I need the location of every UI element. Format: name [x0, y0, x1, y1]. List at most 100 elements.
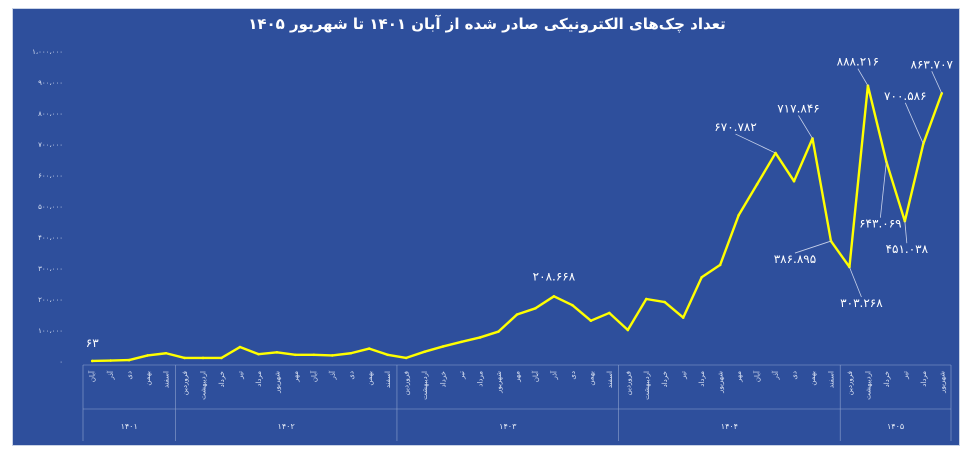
data-label: ۶۷۰.۷۸۲ — [714, 120, 757, 134]
data-label-leader — [931, 71, 943, 94]
data-point — [220, 356, 223, 360]
chart-title: تعداد چک‌های الکترونیکی صادر شده از آبان… — [248, 15, 726, 33]
x-tick-label: دی — [126, 371, 134, 380]
data-point — [164, 351, 168, 355]
data-label-leader — [735, 133, 776, 154]
data-point — [589, 319, 593, 323]
x-tick-label: دی — [569, 371, 577, 380]
data-label-leader — [857, 68, 869, 86]
data-label: ۷۰۰.۵۸۶ — [884, 89, 927, 103]
data-point — [792, 179, 796, 183]
data-point — [497, 330, 500, 333]
data-label: ۴۵۱.۰۳۸ — [886, 242, 929, 256]
y-tick-label: ۱۰۰،۰۰۰ — [38, 327, 63, 335]
data-point — [626, 328, 630, 332]
data-point — [183, 356, 186, 360]
x-tick-label: آذر — [328, 370, 337, 380]
data-point — [681, 316, 685, 319]
x-tick-label: فروردین — [403, 371, 411, 395]
x-tick-label: بهمن — [144, 371, 152, 386]
data-point — [90, 359, 94, 363]
x-tick-label: تیر — [680, 371, 688, 380]
data-point — [386, 353, 390, 357]
data-point — [331, 354, 334, 357]
x-tick-label: فروردین — [624, 371, 632, 395]
y-tick-label: ۳۰۰،۰۰۰ — [38, 265, 63, 273]
data-point — [534, 307, 537, 310]
x-tick-label: اردیبهشت — [200, 371, 208, 400]
x-tick-label: شهریور — [273, 371, 281, 394]
data-point — [404, 356, 408, 360]
x-tick-label: اردیبهشت — [421, 371, 429, 400]
x-tick-label: اسفند — [163, 371, 171, 388]
x-tick-label: آذر — [549, 370, 558, 380]
data-label-leader — [849, 266, 862, 298]
data-point — [700, 276, 703, 279]
data-point — [201, 356, 205, 360]
line-chart: ۰ ۱۰۰،۰۰۰ ۲۰۰،۰۰۰ ۳۰۰،۰۰۰ ۴۰۰،۰۰۰ ۵۰۰،۰۰۰ ۶۰۰،… — [32, 48, 954, 441]
x-tick-label: خرداد — [661, 371, 669, 387]
x-tick-label: اسفند — [384, 371, 392, 388]
data-point — [515, 313, 519, 316]
data-label: ۶۴۳.۰۶۹ — [859, 217, 902, 231]
data-label-leader — [904, 221, 908, 244]
x-tick-label: مهر — [514, 371, 522, 383]
x-tick-label: مهر — [292, 371, 300, 383]
data-label: ۶۳ — [86, 336, 99, 350]
x-tick-label: تیر — [458, 371, 466, 380]
series-line — [92, 84, 943, 363]
data-point — [608, 311, 611, 315]
data-label: ۷۱۷.۸۴۶ — [777, 101, 820, 115]
data-point — [275, 351, 279, 354]
x-tick-label: تیر — [236, 371, 244, 380]
y-tick-label: ۲۰۰،۰۰۰ — [38, 296, 63, 304]
y-tick-label: ۶۰۰،۰۰۰ — [38, 172, 63, 180]
x-tick-label: تیر — [901, 371, 909, 380]
data-point — [441, 345, 445, 348]
x-tick-label: اردیبهشت — [864, 371, 872, 400]
x-tick-label: اسفند — [606, 371, 614, 388]
x-group-label: ۱۴۰۳ — [499, 422, 517, 431]
data-point — [257, 352, 260, 356]
data-label: ۸۸۸.۲۱۶ — [837, 55, 880, 69]
data-point — [146, 354, 149, 357]
x-tick-label: فروردین — [181, 371, 189, 395]
data-label-leader — [798, 115, 813, 139]
data-point — [349, 351, 353, 355]
x-tick-label: اسفند — [827, 371, 835, 388]
data-point — [571, 303, 574, 307]
data-label: ۳۸۶.۸۹۵ — [774, 252, 817, 266]
data-point — [423, 350, 426, 354]
data-label: ۳۰۳.۲۶۸ — [840, 296, 883, 310]
x-tick-label: آذر — [771, 370, 780, 380]
y-tick-label: ۷۰۰،۰۰۰ — [38, 141, 63, 149]
y-tick-label: ۱،۰۰۰،۰۰۰ — [32, 48, 63, 56]
x-tick-label: مرداد — [477, 371, 485, 387]
x-tick-label: خرداد — [440, 371, 448, 387]
data-label-leader — [879, 161, 887, 218]
x-tick-label: فروردین — [846, 371, 854, 395]
x-group-label: ۱۴۰۵ — [887, 422, 904, 431]
x-tick-label: مرداد — [255, 371, 263, 387]
x-tick-label: آبان — [753, 370, 762, 382]
x-group-label: ۱۴۰۴ — [721, 422, 738, 431]
x-tick-label: بهمن — [587, 371, 595, 386]
x-tick-label: دی — [347, 371, 355, 380]
y-tick-label: ۵۰۰،۰۰۰ — [38, 203, 63, 211]
data-label: ۲۰۸.۶۶۸ — [533, 269, 576, 283]
data-label-leader — [904, 102, 924, 144]
x-tick-label: مرداد — [698, 371, 706, 387]
x-tick-label: بهمن — [366, 371, 374, 386]
x-tick-label: خرداد — [883, 371, 891, 387]
x-tick-label: خرداد — [218, 371, 226, 387]
x-tick-label: مرداد — [920, 371, 928, 387]
data-point — [663, 300, 667, 304]
data-point — [552, 295, 556, 298]
x-tick-label: شهریور — [938, 371, 946, 394]
x-tick-label: آذر — [106, 370, 115, 380]
x-tick-label: بهمن — [809, 371, 817, 386]
data-point — [294, 353, 297, 357]
x-group-label: ۱۴۰۲ — [278, 422, 295, 431]
y-tick-label: ۰ — [59, 358, 63, 366]
data-point — [755, 183, 759, 186]
